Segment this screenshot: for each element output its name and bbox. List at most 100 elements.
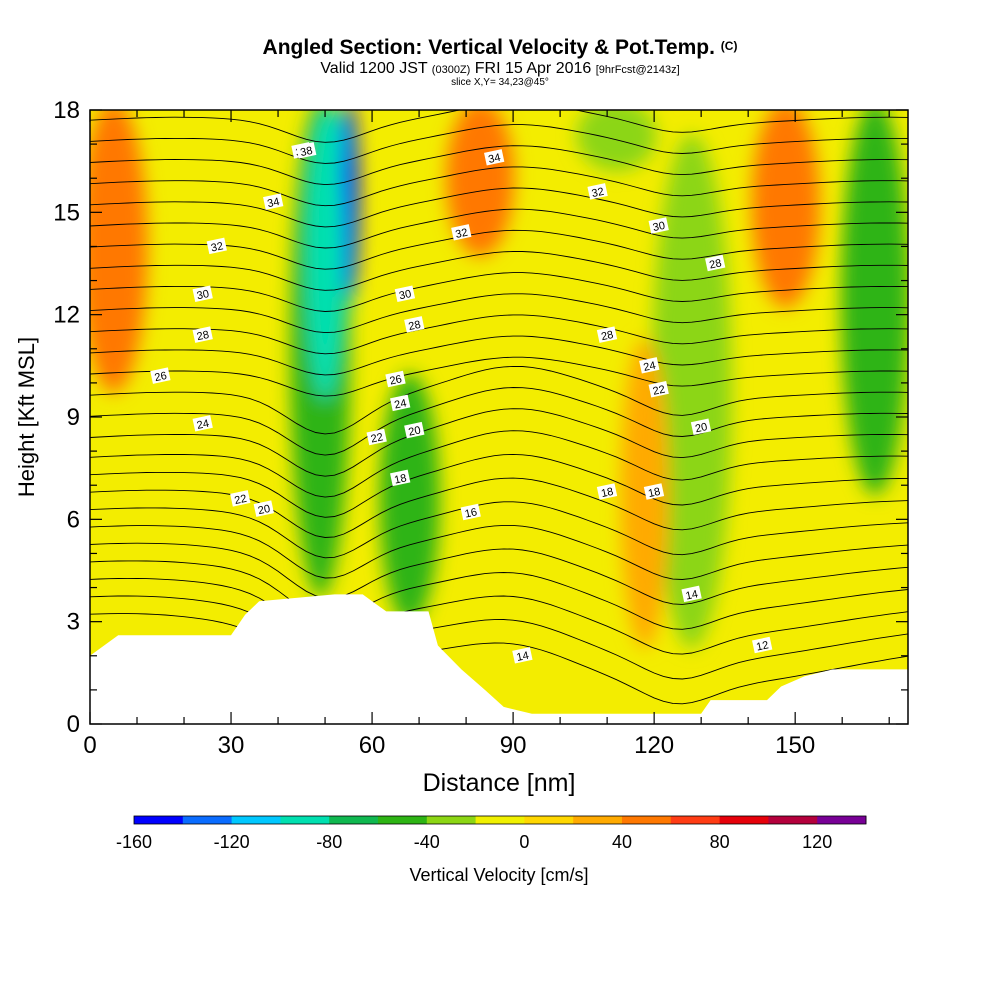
contour-label-text: 34 (487, 152, 501, 166)
contour-label: 32 (451, 224, 472, 241)
colorbar-tick-label: 40 (612, 832, 632, 852)
isentrope-line (90, 124, 908, 164)
contour-label-bg (150, 367, 171, 384)
isentrope-line (90, 542, 908, 605)
contour-label-text: 30 (398, 288, 412, 302)
contour-label: 18 (643, 483, 665, 500)
colorbar-tick-label: -40 (414, 832, 440, 852)
terrain-mask (90, 594, 908, 724)
contour-label-bg (394, 285, 416, 302)
contour-label-bg (263, 193, 284, 210)
contour-label-text: 24 (642, 360, 656, 374)
y-tick-label: 18 (53, 97, 80, 124)
isentrope-line (90, 110, 908, 143)
contour-label-bg (681, 585, 702, 603)
contour-label-text: 18 (647, 486, 661, 500)
isentrope-line (90, 430, 908, 498)
y-axis-label: Height [Kft MSL] (14, 337, 39, 497)
contour-label-text: 22 (370, 431, 384, 445)
x-tick-label: 0 (83, 732, 96, 759)
x-tick-label: 120 (634, 732, 674, 759)
x-tick-label: 90 (500, 732, 527, 759)
contour-label-text: 20 (257, 503, 271, 517)
y-tick-label: 0 (67, 711, 80, 738)
contour-label-bg (404, 421, 425, 439)
contour-label-bg (230, 490, 251, 507)
contour-label: 22 (230, 490, 251, 507)
contour-label-bg (385, 370, 406, 388)
contour-label: 26 (385, 370, 406, 388)
contour-label-bg (253, 500, 274, 517)
isentrope-line (90, 272, 908, 312)
contour-label-bg (596, 483, 618, 500)
contour-label: 18 (390, 469, 411, 487)
contour-label-text: 22 (652, 384, 666, 398)
contour-label-bg (366, 428, 387, 446)
contour-label-bg (192, 415, 213, 432)
contour-label: 32 (206, 237, 227, 255)
colorbar: -160 -120 -80 -40 0 40 80 120 (116, 815, 867, 852)
contour-label: 38 (296, 142, 317, 159)
isentrope-line (90, 577, 908, 655)
contour-label-text: 24 (393, 397, 407, 411)
colorbar-swatch (329, 816, 379, 824)
colorbar-swatch (475, 816, 525, 824)
contour-label-text: 24 (196, 418, 210, 432)
contour-label-bg (390, 394, 411, 412)
colorbar-tick-label: -160 (116, 832, 152, 852)
velocity-region (576, 110, 657, 172)
contour-label: 16 (460, 503, 481, 521)
contour-label-text: 16 (464, 506, 478, 520)
velocity-region (620, 338, 669, 649)
isentrope-line (90, 477, 908, 538)
contour-label-text: 26 (389, 373, 403, 387)
isentrope-line (90, 208, 908, 249)
contour-label-text: 30 (652, 220, 666, 234)
contour-label-text: 26 (153, 370, 167, 384)
y-tick-label: 6 (67, 506, 80, 533)
contour-label-text: 32 (454, 227, 468, 241)
contour-label-bg (512, 647, 533, 664)
contour-label: 30 (648, 217, 669, 234)
contour-label-bg (648, 217, 669, 234)
colorbar-swatch (182, 816, 233, 824)
colorbar-swatch (670, 816, 721, 824)
contour-label-text: 32 (591, 186, 605, 200)
contour-label: 20 (253, 500, 274, 517)
colorbar-swatch (719, 816, 769, 824)
colorbar-swatch (134, 816, 184, 824)
valid-time: Valid 1200 JST (320, 60, 428, 77)
contour-label-text: 30 (196, 288, 210, 302)
colorbar-tick-label: -120 (214, 832, 250, 852)
contour-label: 22 (648, 380, 669, 398)
valid-date: FRI 15 Apr 2016 (474, 60, 592, 77)
colorbar-swatch (524, 816, 574, 824)
contour-label: 28 (596, 326, 618, 343)
isentrope-line (90, 408, 908, 477)
contour-label-bg (192, 285, 213, 302)
isentrope-line (90, 387, 908, 456)
contour-label-bg (390, 469, 411, 487)
y-tick-label: 3 (67, 609, 80, 636)
contour-label-bg (639, 357, 660, 374)
chart-title-text: Angled Section: Vertical Velocity & Pot.… (262, 36, 715, 59)
contour-label-text: 18 (600, 486, 614, 500)
isentrope-line (90, 524, 908, 580)
contour-label: 34 (263, 193, 284, 210)
isentrope-line (90, 293, 908, 334)
colorbar-frame (133, 815, 867, 825)
isentrope-line (90, 501, 908, 559)
contour-label-text: 12 (755, 639, 769, 653)
valid-utc: (0300Z) (431, 64, 471, 76)
contour-label: 30 (192, 285, 213, 302)
velocity-core (305, 110, 345, 400)
x-tick-label: 60 (359, 732, 386, 759)
contour-label: 20 (404, 421, 425, 439)
colorbar-swatch (573, 816, 623, 824)
velocity-region (841, 110, 908, 496)
chart-subtitle: Valid 1200 JST (0300Z) FRI 15 Apr 2016 [… (0, 60, 1000, 78)
colorbar-swatch (378, 816, 428, 824)
contour-label-bg (404, 316, 425, 333)
contour-label-bg (460, 503, 481, 521)
contour-label: 14 (512, 647, 533, 664)
